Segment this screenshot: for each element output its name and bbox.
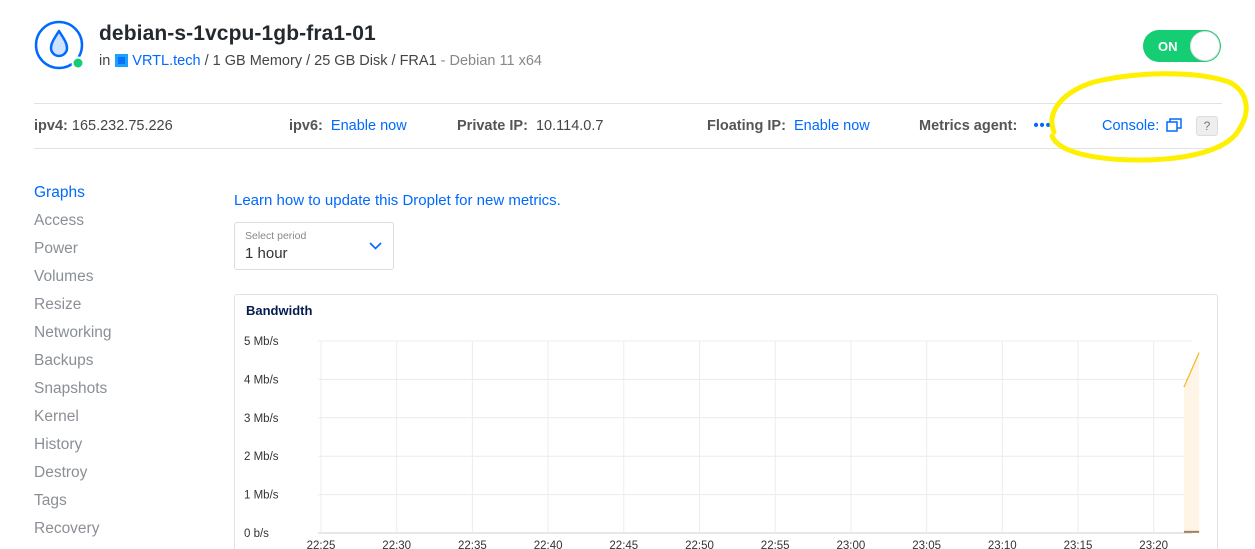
ipv6-enable-link[interactable]: Enable now — [330, 118, 407, 134]
x-tick-label: 22:30 — [382, 540, 411, 549]
droplet-sidebar-nav: Graphs Access Power Volumes Resize Netwo… — [34, 182, 112, 546]
period-select[interactable]: Select period 1 hour — [234, 222, 394, 270]
x-tick-label: 23:05 — [912, 540, 941, 549]
floating-ip-item: Floating IP: Enable now — [707, 118, 870, 134]
console-help-button[interactable]: ? — [1196, 116, 1218, 136]
x-tick-label: 23:15 — [1064, 540, 1093, 549]
ip-bar: ipv4: 165.232.75.226 ipv6: Enable now Pr… — [34, 103, 1222, 149]
droplet-specs: / 1 GB Memory / 25 GB Disk / FRA1 — [200, 53, 437, 69]
x-tick-label: 23:10 — [988, 540, 1017, 549]
update-metrics-link[interactable]: Learn how to update this Droplet for new… — [234, 192, 561, 209]
nav-item-access[interactable]: Access — [34, 212, 84, 229]
y-tick-label: 1 Mb/s — [244, 490, 279, 502]
console-label[interactable]: Console: — [1102, 118, 1160, 134]
nav-item-volumes[interactable]: Volumes — [34, 268, 94, 285]
floating-ip-label: Floating IP: — [707, 118, 786, 134]
private-ip-item: Private IP: 10.114.0.7 — [457, 118, 603, 134]
nav-item-recovery[interactable]: Recovery — [34, 520, 100, 537]
droplet-header: debian-s-1vcpu-1gb-fra1-01 in VRTL.tech /… — [0, 0, 1255, 100]
y-tick-label: 0 b/s — [244, 528, 269, 540]
droplet-name: debian-s-1vcpu-1gb-fra1-01 — [99, 22, 376, 45]
droplet-icon — [34, 20, 84, 70]
ipv4-label: ipv4: — [34, 118, 68, 134]
metrics-agent-item: Metrics agent: ••• — [919, 118, 1052, 134]
x-tick-label: 22:50 — [685, 540, 714, 549]
ipv6-label: ipv6: — [289, 118, 323, 134]
nav-item-tags[interactable]: Tags — [34, 492, 67, 509]
nav-item-backups[interactable]: Backups — [34, 352, 94, 369]
x-tick-label: 22:55 — [761, 540, 790, 549]
y-tick-label: 5 Mb/s — [244, 336, 279, 348]
ipv4-item: ipv4: 165.232.75.226 — [34, 118, 173, 134]
metrics-agent-loading-icon: ••• — [1033, 118, 1052, 134]
external-window-icon[interactable] — [1166, 118, 1183, 132]
in-label: in — [99, 53, 111, 69]
y-tick-label: 3 Mb/s — [244, 413, 279, 425]
bandwidth-chart: Bandwidth 0 b/s 1 Mb/s 2 Mb/s 3 Mb/s 4 Mb/s 5… — [234, 294, 1218, 549]
x-tick-label: 22:45 — [609, 540, 638, 549]
floating-ip-enable-link[interactable]: Enable now — [794, 118, 870, 134]
x-tick-label: 23:20 — [1139, 540, 1168, 549]
power-toggle-knob — [1190, 31, 1220, 61]
period-select-value: 1 hour — [245, 245, 288, 262]
x-tick-label: 23:00 — [837, 540, 866, 549]
console-link[interactable]: Console: — [1102, 118, 1183, 134]
chevron-down-icon — [369, 242, 382, 250]
droplet-subtitle: in VRTL.tech / 1 GB Memory / 25 GB Disk /… — [99, 53, 542, 69]
nav-item-power[interactable]: Power — [34, 240, 78, 257]
nav-item-graphs[interactable]: Graphs — [34, 184, 85, 201]
nav-item-snapshots[interactable]: Snapshots — [34, 380, 108, 397]
private-ip-value[interactable]: 10.114.0.7 — [535, 118, 604, 134]
power-toggle[interactable]: ON — [1143, 30, 1221, 62]
period-select-label: Select period — [245, 230, 307, 242]
chart-title: Bandwidth — [246, 303, 313, 318]
x-tick-label: 22:40 — [534, 540, 563, 549]
y-tick-label: 4 Mb/s — [244, 374, 279, 386]
power-toggle-label: ON — [1158, 39, 1178, 54]
series-area — [1183, 352, 1200, 533]
x-tick-label: 22:35 — [458, 540, 487, 549]
ipv6-item: ipv6: Enable now — [289, 118, 407, 134]
nav-item-networking[interactable]: Networking — [34, 324, 112, 341]
series-line — [1183, 352, 1200, 388]
private-ip-label: Private IP: — [457, 118, 528, 134]
ipv4-value[interactable]: 165.232.75.226 — [71, 118, 173, 134]
nav-item-resize[interactable]: Resize — [34, 296, 82, 313]
nav-item-kernel[interactable]: Kernel — [34, 408, 79, 425]
project-icon — [115, 54, 129, 67]
nav-item-history[interactable]: History — [34, 436, 83, 453]
project-link[interactable]: VRTL.tech — [132, 53, 201, 69]
bandwidth-chart-plot: 0 b/s 1 Mb/s 2 Mb/s 3 Mb/s 4 Mb/s 5 Mb/s 22:25… — [244, 336, 1200, 549]
y-tick-label: 2 Mb/s — [244, 451, 279, 463]
metrics-agent-label: Metrics agent: — [919, 118, 1018, 134]
nav-item-destroy[interactable]: Destroy — [34, 464, 88, 481]
droplet-os: - Debian 11 x64 — [436, 53, 542, 69]
x-tick-label: 22:25 — [307, 540, 336, 549]
